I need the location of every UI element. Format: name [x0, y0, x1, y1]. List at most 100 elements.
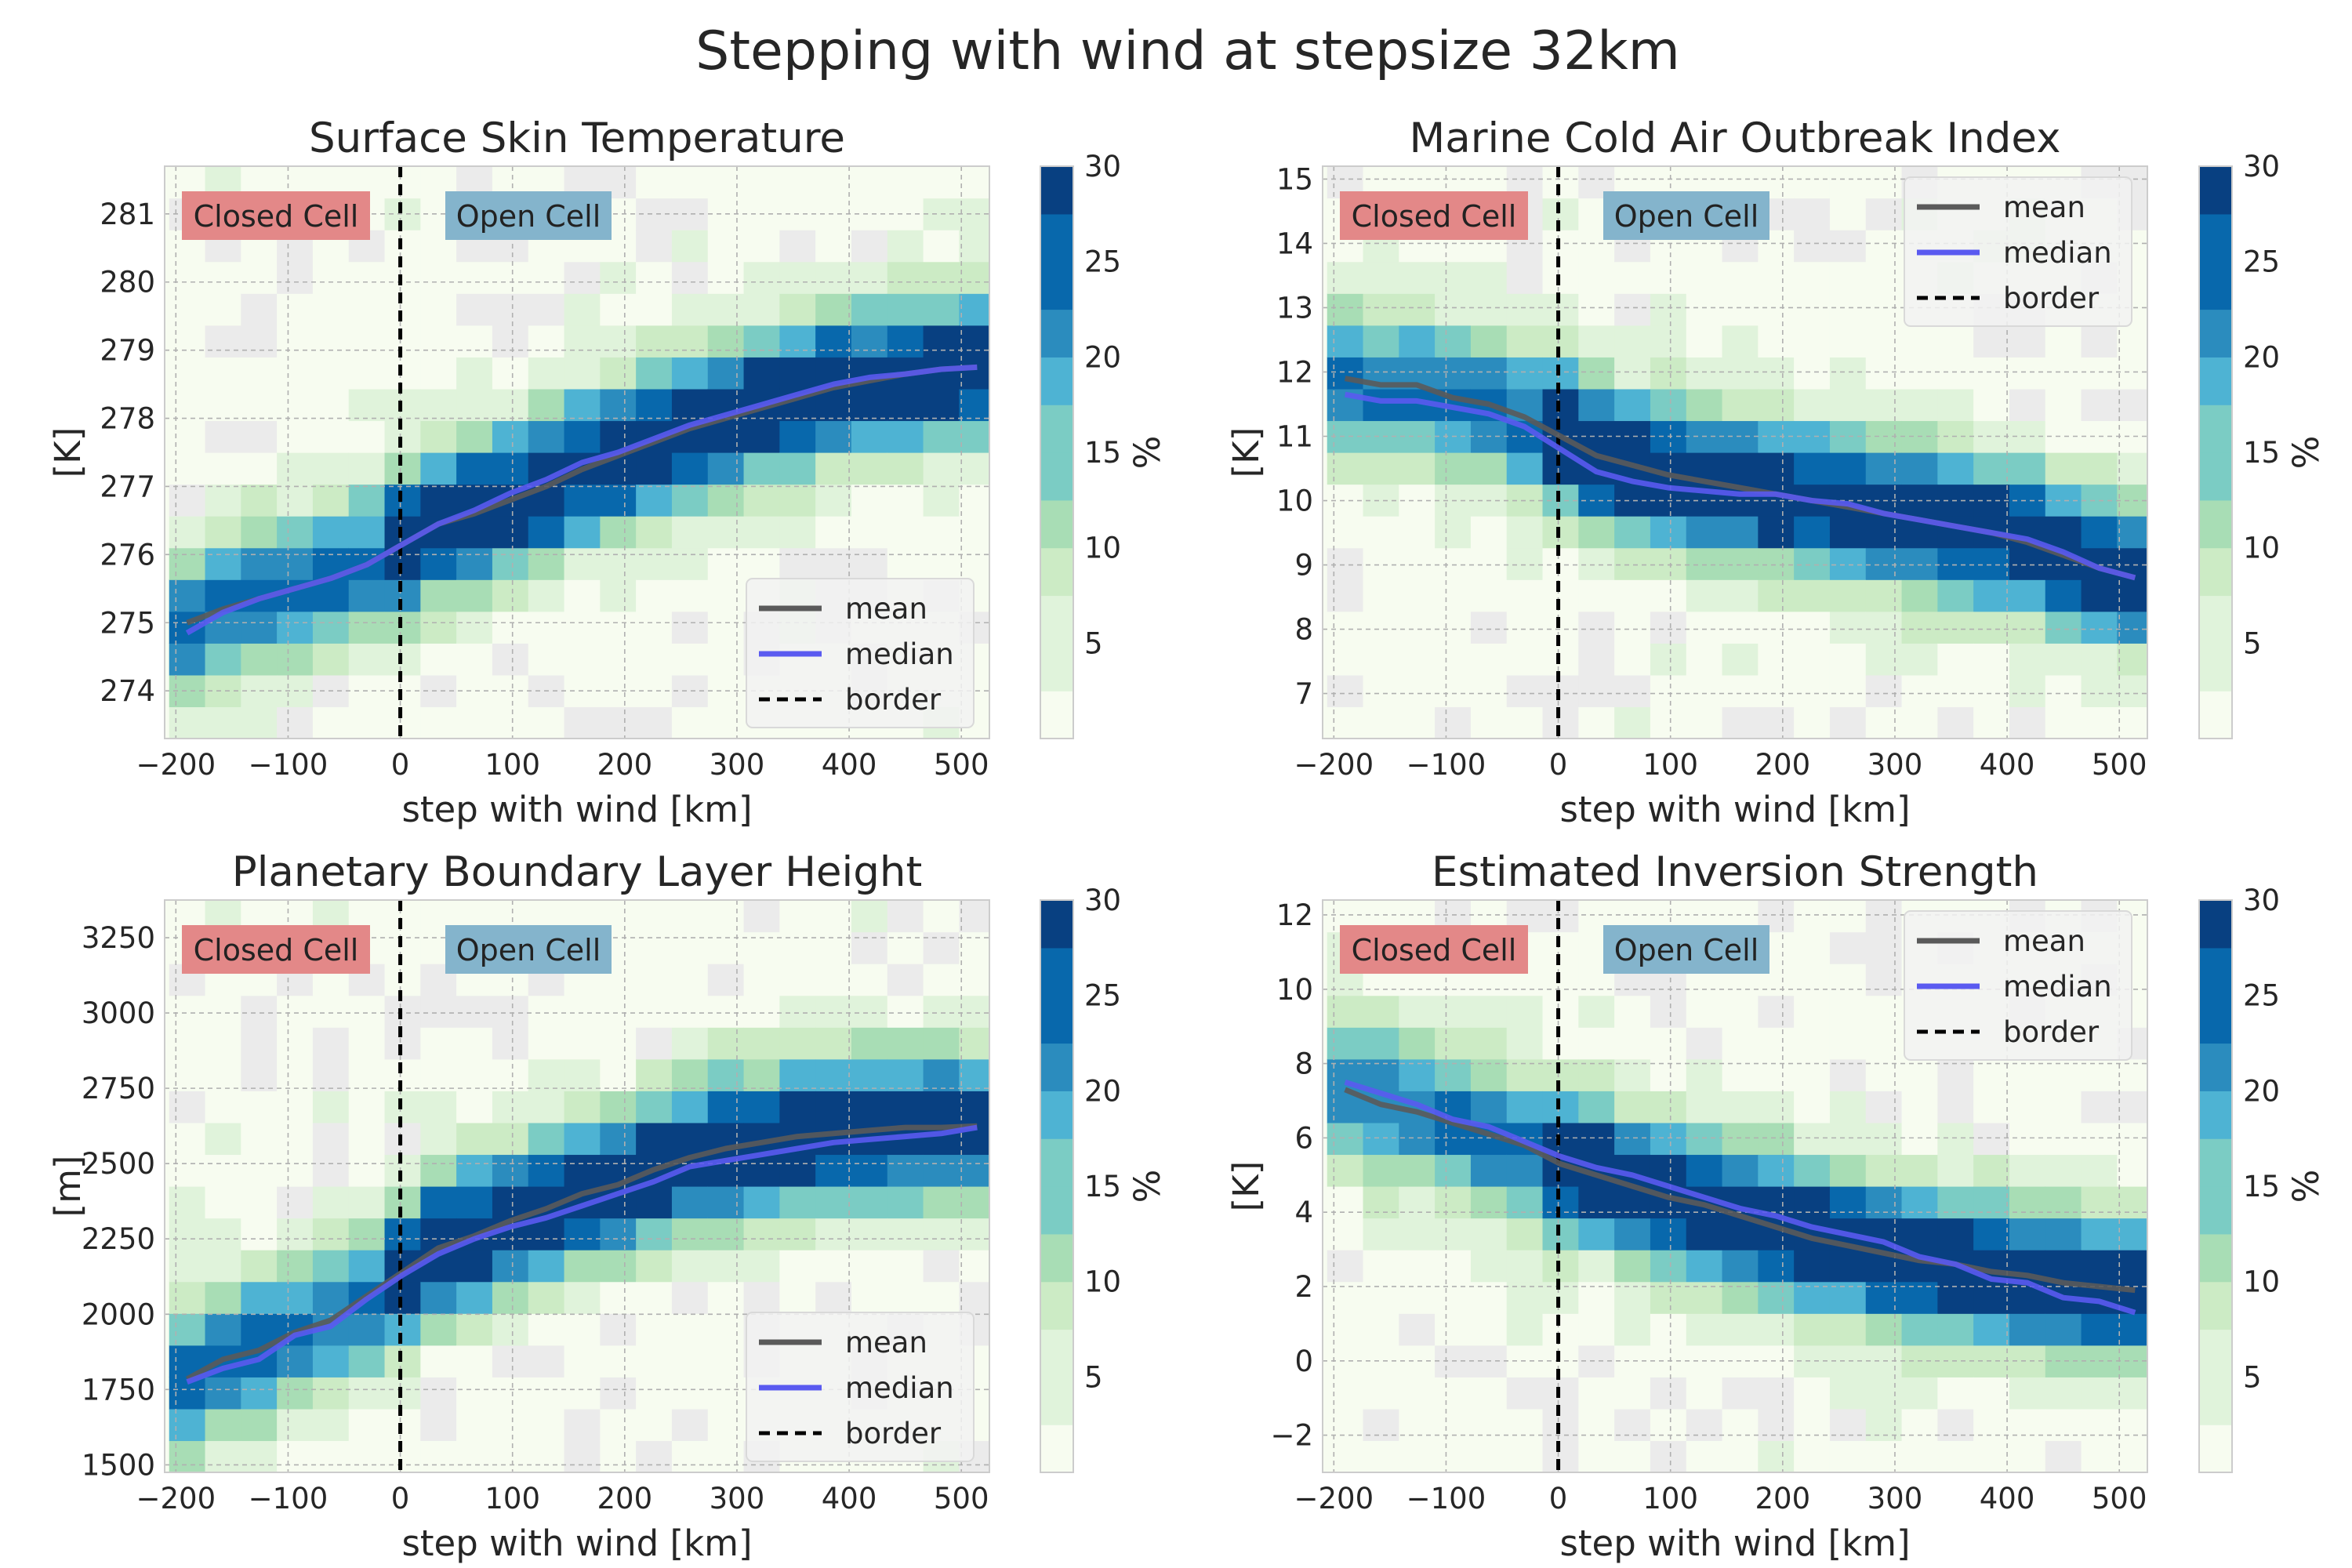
legend-border-label: border	[845, 683, 942, 717]
heatmap-cell	[384, 611, 421, 644]
heatmap-cell	[564, 293, 601, 326]
heatmap-cell	[1578, 1091, 1615, 1123]
heatmap-cell	[1794, 1313, 1831, 1346]
x-axis-label: step with wind [km]	[401, 1523, 752, 1564]
heatmap-cell	[277, 1377, 314, 1410]
heatmap-cell	[1865, 1058, 1903, 1091]
heatmap-cell	[1865, 1440, 1903, 1472]
heatmap-cell	[205, 357, 241, 390]
heatmap-cell	[1506, 1313, 1544, 1346]
series-median-line	[1344, 1079, 2136, 1316]
colorbar-tick-label: 20	[1084, 1074, 1121, 1108]
heatmap-cell	[2117, 516, 2147, 549]
heatmap-cell	[205, 1154, 241, 1187]
heatmap-cell	[1650, 1027, 1687, 1060]
heatmap-cell	[1470, 1250, 1508, 1283]
heatmap-cell	[779, 484, 816, 517]
heatmap-cell	[1901, 1058, 1938, 1091]
heatmap-cell	[384, 900, 421, 933]
heatmap-cell	[205, 1186, 241, 1219]
heatmap-cell	[205, 388, 241, 422]
heatmap-cell	[1470, 1313, 1508, 1346]
heatmap-cell	[636, 900, 673, 933]
heatmap-cell	[743, 1058, 780, 1091]
heatmap-cell	[600, 357, 637, 390]
heatmap-cell	[1363, 452, 1399, 485]
heatmap-cell	[1937, 706, 1974, 739]
heatmap-cell	[743, 964, 780, 996]
heatmap-cell	[169, 293, 206, 326]
heatmap-cell	[1722, 1250, 1759, 1283]
x-tick-label: 0	[1549, 1482, 1568, 1515]
heatmap-cell	[1399, 995, 1436, 1028]
legend-border-label: border	[2003, 1015, 2100, 1049]
heatmap-cell	[2045, 1091, 2082, 1123]
colorbar-tick-label: 15	[1084, 1170, 1121, 1203]
heatmap-cell	[1758, 706, 1795, 739]
heatmap-cell	[384, 357, 421, 390]
heatmap-cell	[851, 1091, 888, 1123]
open-cell-label: Open Cell	[1614, 199, 1759, 234]
colorbar-segment	[1040, 357, 1073, 405]
heatmap-cell	[815, 1027, 852, 1060]
heatmap-cell	[241, 1440, 278, 1472]
heatmap-cell	[636, 579, 673, 612]
heatmap-cell	[456, 1027, 493, 1060]
heatmap-cell	[277, 1154, 314, 1187]
heatmap-cell	[636, 1440, 673, 1472]
heatmap-cell	[743, 1154, 780, 1187]
heatmap-cell	[1506, 547, 1544, 580]
heatmap-cell	[1758, 995, 1795, 1028]
heatmap-cell	[600, 388, 637, 422]
panel-4: −200 −100 0 100 200 300 400 500 −2 0 2 4 6 8 10 12 Estim…	[1225, 848, 2327, 1564]
colorbar-segment	[1040, 1233, 1073, 1283]
heatmap-cell	[743, 516, 780, 549]
heatmap-cell	[348, 1091, 386, 1123]
heatmap-cell	[923, 1154, 960, 1187]
heatmap-cell	[1865, 516, 1903, 549]
heatmap-cell	[2081, 1408, 2118, 1442]
heatmap-cell	[1470, 1440, 1508, 1472]
heatmap-cell	[887, 1250, 924, 1283]
heatmap-cell	[2117, 643, 2147, 676]
heatmap-cell	[1686, 1218, 1723, 1250]
colorbar-tick-label: 15	[2243, 1170, 2280, 1203]
heatmap-cell	[169, 516, 206, 549]
heatmap-cell	[1722, 1027, 1759, 1060]
heatmap-cell	[1399, 261, 1436, 294]
heatmap-cell	[1363, 261, 1399, 294]
heatmap-cell	[420, 325, 457, 358]
open-cell-box	[445, 191, 612, 240]
heatmap-cell	[1758, 1250, 1795, 1283]
heatmap-cell	[420, 1027, 457, 1060]
heatmap-cell	[1829, 674, 1867, 708]
heatmap-cell	[1470, 1408, 1508, 1442]
heatmap-cell	[1973, 1440, 2010, 1472]
heatmap-cell	[1758, 1440, 1795, 1472]
heatmap-cell	[1435, 1154, 1472, 1187]
heatmap-cell	[1542, 900, 1579, 933]
heatmap-cell	[456, 1250, 493, 1283]
heatmap-cell	[169, 1408, 206, 1442]
heatmap-cell	[456, 579, 493, 612]
heatmap-cell	[564, 325, 601, 358]
heatmap-cell	[1614, 1440, 1651, 1472]
heatmap-cell	[169, 420, 206, 453]
heatmap-cell	[1901, 388, 1938, 422]
heatmap-cell	[277, 1218, 314, 1250]
colorbar-segment	[2199, 595, 2232, 644]
heatmap-cell	[384, 420, 421, 453]
heatmap-cell	[492, 293, 529, 326]
heatmap-cell	[384, 1122, 421, 1156]
heatmap-cell	[169, 579, 206, 612]
heatmap-cell	[1829, 516, 1867, 549]
heatmap-cell	[348, 1377, 386, 1410]
heatmap-cell	[1578, 1122, 1615, 1156]
heatmap-cell	[887, 1186, 924, 1219]
heatmap-cell	[312, 420, 350, 453]
heatmap-cell	[1542, 1058, 1579, 1091]
heatmap-cell	[671, 900, 709, 933]
heatmap-cell	[1542, 1027, 1579, 1060]
legend-mean-label: mean	[2003, 191, 2085, 224]
x-tick-label: −200	[1294, 748, 1374, 782]
